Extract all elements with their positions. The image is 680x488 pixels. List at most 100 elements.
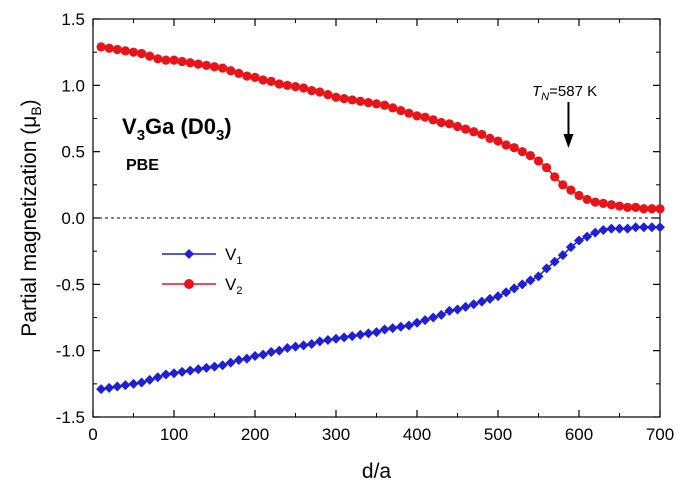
data-point-v1 — [152, 372, 163, 383]
legend-label-v2: V2 — [225, 275, 242, 297]
data-point-v2 — [307, 86, 317, 96]
x-tick-label: 400 — [403, 425, 431, 444]
data-point-v2 — [282, 80, 292, 90]
data-point-v1 — [177, 366, 188, 377]
data-point-v1 — [266, 346, 277, 357]
legend-marker-v1 — [184, 249, 194, 259]
data-point-v2 — [550, 172, 560, 182]
data-point-v2 — [209, 62, 220, 72]
material-label-part3: ) — [224, 114, 231, 139]
data-point-v1 — [112, 381, 123, 392]
data-point-v2 — [647, 204, 657, 214]
y-tick-label: 0.0 — [61, 209, 85, 228]
data-point-v1 — [525, 275, 536, 286]
series-v1 — [96, 222, 665, 395]
data-point-v1 — [331, 333, 341, 344]
data-point-v1 — [428, 312, 439, 323]
data-point-v1 — [169, 368, 179, 379]
data-point-v1 — [160, 369, 171, 380]
data-point-v2 — [461, 124, 471, 134]
data-point-v2 — [120, 46, 130, 56]
data-point-v2 — [533, 156, 544, 166]
data-point-v2 — [436, 117, 446, 128]
x-axis-title: d/a — [362, 460, 392, 483]
data-point-v2 — [371, 99, 382, 109]
data-point-v2 — [590, 197, 600, 207]
y-tick-label: -1.0 — [56, 342, 85, 361]
y-tick-label: -0.5 — [56, 275, 85, 294]
data-point-v1 — [557, 250, 568, 261]
data-point-v1 — [484, 293, 495, 304]
data-point-v1 — [412, 317, 422, 328]
data-point-v1 — [582, 231, 593, 242]
data-point-v1 — [314, 336, 325, 347]
y-axis-title-main: Partial magnetization (μ — [18, 116, 41, 337]
data-point-v1 — [622, 223, 633, 234]
data-point-v1 — [630, 222, 641, 233]
data-point-v1 — [460, 301, 471, 312]
data-point-v1 — [452, 304, 463, 315]
data-point-v1 — [96, 384, 107, 395]
data-point-v1 — [371, 327, 382, 338]
legend-label-v1-sub: 1 — [236, 255, 242, 267]
data-point-v2 — [355, 96, 365, 106]
data-point-v2 — [412, 111, 422, 121]
data-point-v2 — [145, 51, 155, 61]
data-point-v1 — [282, 343, 293, 354]
data-point-v2 — [639, 204, 649, 214]
x-tick-label: 300 — [322, 425, 350, 444]
axis-ticks — [92, 18, 661, 418]
data-point-v2 — [566, 185, 576, 195]
data-point-v2 — [420, 112, 430, 122]
data-point-v2 — [396, 105, 406, 116]
material-label-sub1: 3 — [137, 127, 145, 144]
y-tick-label: -1.5 — [56, 408, 85, 427]
data-point-v2 — [234, 68, 244, 78]
data-point-v1 — [533, 271, 544, 282]
data-point-v2 — [185, 58, 195, 68]
legend-label-v2-sub: 2 — [236, 285, 242, 297]
data-point-v1 — [565, 242, 576, 253]
data-point-v2 — [128, 47, 139, 57]
data-point-v1 — [201, 362, 212, 373]
data-point-v2 — [582, 194, 592, 205]
x-tick-label: 500 — [484, 425, 512, 444]
data-point-v1 — [250, 350, 260, 361]
data-point-v1 — [306, 339, 317, 350]
annotation-prefix: T — [532, 83, 543, 100]
data-point-v1 — [436, 309, 447, 320]
data-point-v2 — [517, 147, 527, 157]
data-point-v1 — [468, 299, 479, 310]
data-point-v2 — [137, 48, 147, 59]
data-point-v1 — [395, 321, 406, 332]
data-point-v2 — [477, 129, 487, 140]
data-point-v2 — [631, 202, 641, 212]
material-label-part1: V — [122, 114, 137, 139]
x-tick-label: 600 — [565, 425, 593, 444]
y-tick-label: 1.0 — [61, 76, 85, 95]
data-point-v2 — [485, 133, 495, 143]
data-point-v1 — [387, 323, 398, 334]
data-point-v2 — [201, 60, 211, 71]
y-tick-label: 0.5 — [61, 143, 85, 162]
annotation-sub: N — [541, 91, 549, 103]
data-point-v1 — [241, 353, 252, 364]
data-point-v2 — [501, 140, 511, 150]
data-point-v2 — [218, 63, 228, 73]
data-point-v1 — [403, 320, 414, 331]
data-point-v1 — [290, 341, 301, 352]
data-point-v2 — [226, 66, 236, 76]
data-point-v2 — [104, 43, 114, 53]
material-label: V3Ga (D03) — [122, 114, 232, 144]
y-axis-title: Partial magnetization (μB) — [18, 99, 44, 336]
data-point-v2 — [493, 136, 503, 146]
data-point-v2 — [315, 87, 325, 97]
data-point-v1 — [655, 222, 665, 233]
data-point-v2 — [242, 71, 252, 81]
data-point-v2 — [96, 42, 106, 52]
data-point-v2 — [299, 83, 309, 93]
y-axis-title-close: ) — [18, 99, 41, 106]
data-point-v1 — [614, 223, 625, 234]
data-point-v2 — [153, 54, 163, 64]
